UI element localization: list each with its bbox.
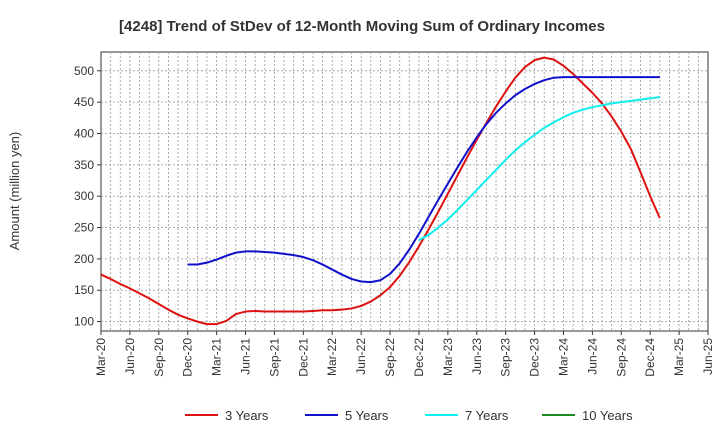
y-tick-label: 150 bbox=[74, 283, 94, 297]
chart-title: [4248] Trend of StDev of 12-Month Moving… bbox=[119, 18, 605, 35]
series-lines bbox=[100, 56, 661, 326]
x-tick-label: Jun-22 bbox=[354, 338, 368, 375]
x-tick-label: Mar-24 bbox=[556, 338, 570, 376]
y-axis: 100 150 200 250 300 350 400 450 500 bbox=[74, 64, 101, 329]
y-tick-label: 500 bbox=[74, 64, 94, 78]
series-line-7-years bbox=[418, 96, 660, 241]
y-tick-label: 300 bbox=[74, 189, 94, 203]
grid-lines bbox=[101, 52, 708, 331]
x-tick-label: Dec-20 bbox=[181, 338, 195, 377]
y-tick-label: 450 bbox=[74, 95, 94, 109]
x-tick-label: Sep-24 bbox=[614, 338, 628, 377]
x-tick-label: Mar-25 bbox=[672, 338, 686, 376]
x-tick-label: Dec-22 bbox=[412, 338, 426, 377]
x-tick-label: Jun-21 bbox=[239, 338, 253, 375]
y-tick-label: 400 bbox=[74, 127, 94, 141]
x-tick-label: Jun-23 bbox=[470, 338, 484, 375]
series-line-3-years bbox=[100, 56, 661, 326]
legend: 3 Years 5 Years 7 Years 10 Years bbox=[185, 408, 633, 423]
legend-label: 7 Years bbox=[465, 408, 509, 423]
y-tick-label: 350 bbox=[74, 158, 94, 172]
x-tick-label: Sep-20 bbox=[152, 338, 166, 377]
x-tick-label: Dec-23 bbox=[528, 338, 542, 377]
y-tick-label: 100 bbox=[74, 315, 94, 329]
x-tick-label: Dec-24 bbox=[643, 338, 657, 377]
x-tick-label: Jun-20 bbox=[123, 338, 137, 375]
x-tick-label: Jun-24 bbox=[585, 338, 599, 375]
x-tick-label: Jun-25 bbox=[701, 338, 715, 375]
legend-label: 10 Years bbox=[582, 408, 633, 423]
x-axis: Mar-20 Jun-20 Sep-20 Dec-20 Mar-21 Jun-21 Sep-… bbox=[94, 331, 715, 377]
x-tick-label: Dec-21 bbox=[296, 338, 310, 377]
x-tick-label: Mar-21 bbox=[210, 338, 224, 376]
x-tick-label: Sep-21 bbox=[267, 338, 281, 377]
x-tick-label: Mar-22 bbox=[325, 338, 339, 376]
series-line-5-years bbox=[187, 76, 660, 284]
y-tick-label: 250 bbox=[74, 221, 94, 235]
x-tick-label: Sep-23 bbox=[499, 338, 513, 377]
y-axis-label: Amount (million yen) bbox=[7, 132, 22, 251]
legend-label: 3 Years bbox=[225, 408, 269, 423]
x-tick-label: Sep-22 bbox=[383, 338, 397, 377]
x-tick-label: Mar-23 bbox=[441, 338, 455, 376]
y-tick-label: 200 bbox=[74, 252, 94, 266]
legend-label: 5 Years bbox=[345, 408, 389, 423]
plot-background bbox=[100, 51, 709, 332]
x-tick-label: Mar-20 bbox=[94, 338, 108, 376]
